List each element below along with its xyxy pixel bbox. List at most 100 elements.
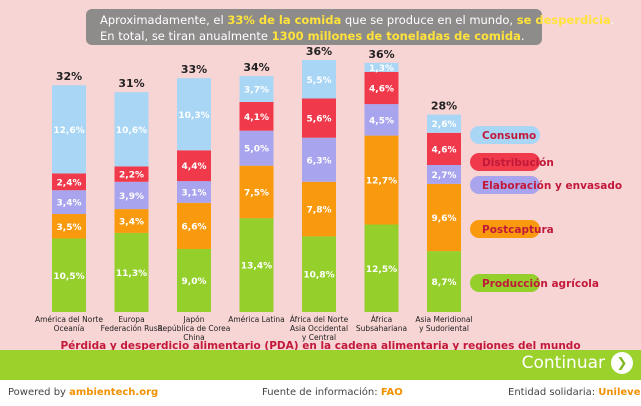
- bar-elaboracion-y-envasado-6: [364, 104, 399, 136]
- bar-postcaptura-4: [239, 165, 274, 219]
- category-label-5-line-2: Asia Occidental: [290, 324, 348, 333]
- legend-label-5: Producción agrícola: [482, 278, 599, 290]
- bar-elaboracion-y-envasado-7: [427, 165, 461, 184]
- bar-elaboracion-y-envasado-5: [302, 137, 336, 182]
- data-label-postcaptura-2: 3,4%: [119, 218, 144, 228]
- category-label-3-line-3: China: [183, 333, 204, 342]
- data-label-consumo-5: 5,5%: [307, 76, 332, 86]
- category-label-2-line-2: Federación Rusa: [101, 324, 163, 333]
- bar-produccion-agricola-3: [177, 249, 211, 312]
- bar-produccion-agricola-2: [114, 232, 149, 312]
- bar-postcaptura-2: [114, 209, 149, 233]
- data-label-produccion-agricola-2: 11,3%: [116, 269, 147, 279]
- category-label-6-line-1: África: [371, 315, 392, 324]
- bar-distribucion-7: [427, 132, 461, 165]
- bar-consumo-4: [239, 76, 274, 102]
- bar-total-6: 36%: [368, 48, 394, 61]
- data-label-elaboracion-y-envasado-4: 5,0%: [244, 145, 269, 155]
- continue-button[interactable]: Continuar ❯: [522, 352, 633, 374]
- data-label-consumo-6: 1,3%: [369, 64, 394, 74]
- bar-distribucion-3: [177, 150, 211, 182]
- bar-produccion-agricola-6: [364, 224, 399, 312]
- header-line-1-post: .: [610, 13, 615, 27]
- category-label-1-line-1: América del Norte: [35, 315, 103, 324]
- footer-source: Fuente de información: FAO: [262, 387, 403, 398]
- data-label-elaboracion-y-envasado-1: 3,4%: [57, 199, 82, 209]
- navigation-bar: [0, 350, 641, 380]
- data-label-produccion-agricola-5: 10,8%: [303, 271, 334, 281]
- data-label-produccion-agricola-3: 9,0%: [182, 277, 207, 287]
- data-label-postcaptura-7: 9,6%: [432, 214, 457, 224]
- data-label-elaboracion-y-envasado-6: 4,5%: [369, 116, 394, 126]
- bar-elaboracion-y-envasado-3: [177, 181, 211, 203]
- header-line-2-pre: En total, se tiran anualmente: [100, 29, 272, 43]
- data-label-elaboracion-y-envasado-2: 3,9%: [119, 192, 144, 202]
- data-label-distribucion-6: 4,6%: [369, 85, 394, 95]
- legend-label-2: Distribución: [482, 157, 554, 169]
- category-label-5-line-1: África del Norte: [290, 315, 349, 324]
- data-label-elaboracion-y-envasado-7: 2,7%: [432, 171, 457, 181]
- bar-postcaptura-3: [177, 202, 211, 249]
- category-label-7-line-1: Asia Meridional: [415, 315, 472, 324]
- bar-elaboracion-y-envasado-4: [239, 130, 274, 166]
- legend-swatch-2: [470, 153, 540, 171]
- bar-total-1: 32%: [56, 70, 82, 83]
- footer-powered-link[interactable]: ambientech.org: [69, 387, 159, 398]
- bar-distribucion-6: [364, 71, 399, 105]
- bar-consumo-3: [177, 78, 211, 151]
- bar-consumo-7: [427, 114, 461, 133]
- bar-produccion-agricola-4: [239, 218, 274, 312]
- header-line-1: Aproximadamente, el 33% de la comida que…: [100, 13, 614, 27]
- bar-elaboracion-y-envasado-1: [52, 190, 86, 214]
- data-label-consumo-4: 3,7%: [244, 86, 269, 96]
- category-label-5-line-3: y Central: [302, 333, 336, 342]
- bar-total-2: 31%: [118, 77, 144, 90]
- data-label-elaboracion-y-envasado-5: 6,3%: [307, 156, 332, 166]
- category-label-7-line-2: y Sudoriental: [419, 324, 469, 333]
- legend-label-1: Consumo: [482, 130, 536, 142]
- bar-postcaptura-7: [427, 183, 461, 252]
- stacked-bar-chart: 10,5% 3,5% 3,4% 2,4% 12,6% 32% América del Nor…: [35, 45, 622, 342]
- bar-total-7: 28%: [431, 100, 457, 113]
- category-label-6-line-2: Subsahariana: [356, 324, 407, 333]
- footer-entity: Entidad solidaria: Unilever: [508, 387, 641, 398]
- bar-distribucion-5: [302, 98, 336, 138]
- legend-swatch-3: [470, 176, 540, 194]
- data-label-distribucion-4: 4,1%: [244, 113, 269, 123]
- data-label-distribucion-3: 4,4%: [182, 162, 207, 172]
- data-label-postcaptura-6: 12,7%: [366, 177, 397, 187]
- bar-consumo-6: [364, 62, 399, 72]
- data-label-distribucion-2: 2,2%: [119, 171, 144, 181]
- bar-consumo-2: [114, 92, 149, 167]
- header-line-1-highlight-2: se desperdicia: [516, 13, 611, 27]
- footer: Powered by ambientech.org Fuente de info…: [0, 380, 641, 406]
- category-label-3-line-2: República de Corea: [158, 324, 231, 333]
- header-box: [86, 9, 542, 45]
- footer-source-value: FAO: [380, 387, 403, 398]
- footer-powered-label: Powered by: [8, 387, 70, 398]
- data-label-distribucion-1: 2,4%: [57, 178, 82, 188]
- bar-consumo-5: [302, 60, 336, 99]
- data-label-consumo-1: 12,6%: [53, 126, 84, 136]
- data-label-postcaptura-5: 7,8%: [307, 206, 332, 216]
- header-line-2: En total, se tiran anualmente 1300 millo…: [100, 29, 524, 43]
- bar-produccion-agricola-7: [427, 251, 461, 312]
- data-label-postcaptura-3: 6,6%: [182, 222, 207, 232]
- data-label-distribucion-7: 4,6%: [432, 145, 457, 155]
- bar-produccion-agricola-1: [52, 238, 86, 312]
- bar-distribucion-4: [239, 102, 274, 131]
- header-line-1-pre: Aproximadamente, el: [100, 13, 228, 27]
- bar-total-4: 34%: [243, 61, 269, 74]
- chevron-right-icon: ❯: [611, 352, 633, 374]
- bar-elaboracion-y-envasado-2: [114, 181, 149, 210]
- data-label-postcaptura-4: 7,5%: [244, 188, 269, 198]
- legend-swatch-1: [470, 126, 540, 144]
- data-label-produccion-agricola-7: 8,7%: [432, 278, 457, 288]
- header-line-1-mid: que se produce en el mundo,: [341, 13, 517, 27]
- chart-subtitle: Pérdida y desperdicio alimentario (PDA) …: [60, 340, 581, 352]
- header-line-1-highlight-1: 33% de la comida: [227, 13, 342, 27]
- bar-postcaptura-1: [52, 214, 86, 239]
- category-label-3-line-1: Japón: [183, 315, 205, 324]
- bar-consumo-1: [52, 85, 86, 174]
